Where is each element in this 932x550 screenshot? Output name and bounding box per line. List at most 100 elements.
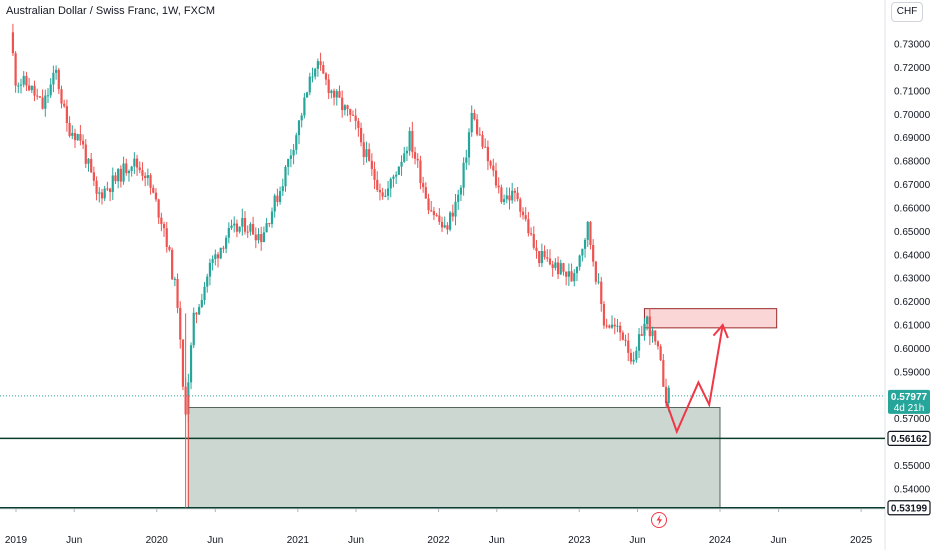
candle-body bbox=[200, 299, 203, 307]
candle-body bbox=[416, 158, 419, 161]
candle-body bbox=[567, 271, 570, 277]
candle-body bbox=[324, 73, 328, 80]
candle-body bbox=[543, 251, 546, 258]
price-axis[interactable]: 0.73000 0.72000 0.71000 0.70000 0.69000 0.680… bbox=[894, 40, 931, 496]
candle-body bbox=[403, 153, 406, 162]
projection-arrow bbox=[665, 323, 729, 435]
candle-body bbox=[87, 158, 90, 164]
candle-body bbox=[654, 330, 657, 342]
candle-body bbox=[311, 76, 314, 78]
candle-body bbox=[144, 175, 147, 179]
candle-body bbox=[284, 166, 287, 187]
y-tick-label: 0.69000 bbox=[894, 133, 931, 144]
x-tick-label: 2024 bbox=[709, 535, 732, 546]
candle-body bbox=[502, 199, 506, 203]
y-tick-label: 0.55000 bbox=[894, 461, 931, 472]
candle-body bbox=[592, 244, 595, 262]
candle-body bbox=[446, 225, 449, 230]
candle-body bbox=[343, 105, 346, 111]
candle-body bbox=[281, 186, 284, 192]
candle-body bbox=[538, 251, 541, 264]
candle-body bbox=[422, 183, 425, 188]
replay-icon[interactable] bbox=[651, 512, 667, 528]
candle-body bbox=[484, 146, 487, 148]
x-tick-label: 2025 bbox=[850, 535, 873, 546]
candle-body bbox=[211, 259, 214, 263]
candle-body bbox=[11, 32, 15, 54]
candle-body bbox=[208, 262, 212, 277]
candle-body bbox=[662, 360, 665, 387]
candle-body bbox=[613, 324, 616, 327]
level-upper-tag bbox=[887, 430, 931, 446]
candle-body bbox=[354, 115, 357, 121]
candle-body bbox=[643, 323, 646, 336]
candle-body bbox=[583, 239, 587, 249]
candle-body bbox=[278, 191, 282, 202]
supply-zone bbox=[643, 308, 778, 329]
demand-zone bbox=[187, 406, 721, 509]
candle-body bbox=[659, 346, 662, 361]
candle-body bbox=[624, 339, 627, 341]
candle-body bbox=[252, 224, 255, 235]
candle-body bbox=[540, 251, 543, 264]
candle-body bbox=[511, 190, 514, 201]
candle-body bbox=[300, 115, 303, 121]
candle-body bbox=[376, 179, 379, 190]
candle-body bbox=[316, 61, 319, 69]
candle-body bbox=[392, 176, 395, 179]
candle-body bbox=[494, 170, 498, 186]
candle-body bbox=[119, 168, 122, 182]
x-tick-label: Jun bbox=[348, 535, 364, 546]
candle-body bbox=[165, 228, 168, 247]
candle-body bbox=[25, 75, 28, 86]
candle-body bbox=[106, 188, 109, 190]
candle-body bbox=[521, 211, 525, 216]
candle-body bbox=[241, 217, 244, 227]
candle-body bbox=[295, 135, 298, 150]
candle-body bbox=[551, 264, 554, 268]
candle-body bbox=[430, 210, 433, 212]
candle-body bbox=[84, 144, 87, 164]
candle-body bbox=[351, 114, 355, 116]
candle-body bbox=[554, 262, 557, 268]
x-tick-label: 2019 bbox=[5, 535, 28, 546]
candle-body bbox=[108, 188, 112, 193]
candle-body bbox=[38, 96, 42, 98]
arrow-head bbox=[712, 323, 729, 339]
candle-body bbox=[556, 262, 560, 275]
candle-body bbox=[162, 224, 166, 229]
candle-body bbox=[575, 266, 579, 274]
candle-body bbox=[573, 273, 576, 282]
y-tick-label: 0.65000 bbox=[894, 227, 931, 238]
candle-body bbox=[357, 120, 360, 128]
candle-body bbox=[529, 233, 533, 235]
candle-body bbox=[52, 72, 55, 85]
candle-body bbox=[195, 312, 198, 315]
candle-body bbox=[146, 175, 149, 179]
candle-body bbox=[65, 106, 68, 123]
candle-body bbox=[619, 325, 622, 333]
currency-button[interactable]: CHF bbox=[891, 2, 923, 22]
candle-body bbox=[81, 140, 85, 145]
candle-body bbox=[203, 286, 206, 300]
candle-body bbox=[605, 325, 608, 327]
candle-body bbox=[651, 330, 654, 337]
replay-icon-bolt bbox=[656, 514, 662, 526]
candle-body bbox=[179, 307, 182, 340]
candle-body bbox=[373, 168, 376, 180]
candle-body bbox=[198, 306, 201, 315]
candle-body bbox=[516, 192, 519, 200]
candle-body bbox=[559, 263, 562, 275]
y-tick-label: 0.68000 bbox=[894, 157, 931, 168]
y-tick-label: 0.67000 bbox=[894, 180, 931, 191]
candle-body bbox=[138, 167, 141, 171]
candle-body bbox=[330, 90, 333, 94]
time-axis[interactable]: 2019 Jun 2020 Jun 2021 Jun 2022 Jun 2023 Jun 2024 J… bbox=[5, 509, 873, 546]
candle-body bbox=[265, 223, 268, 233]
candle-body bbox=[171, 249, 174, 280]
candle-body bbox=[114, 175, 117, 182]
candle-body bbox=[22, 75, 25, 85]
candle-body bbox=[457, 194, 460, 202]
